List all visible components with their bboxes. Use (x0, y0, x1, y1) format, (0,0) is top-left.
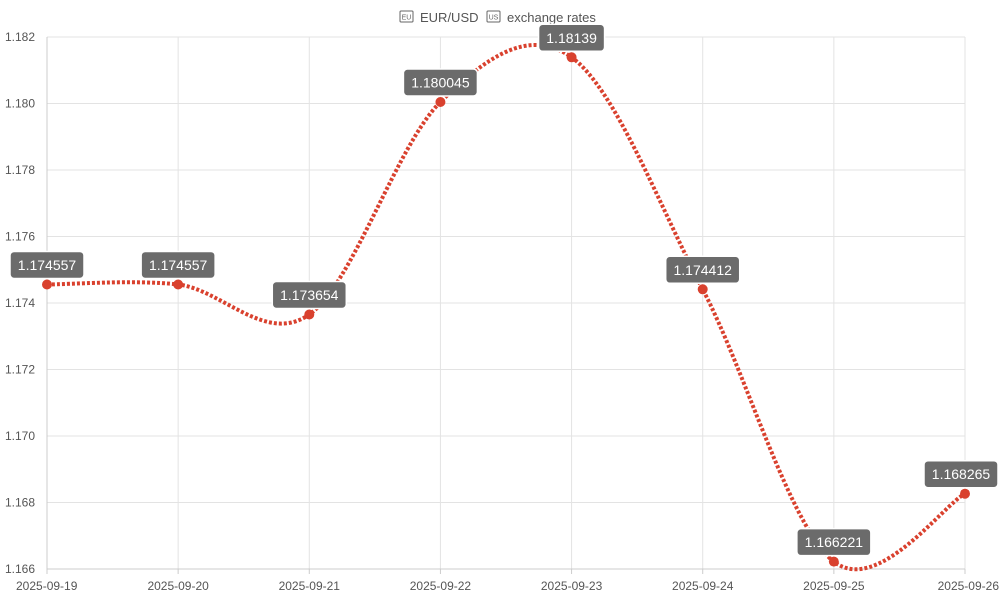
us-flag-icon: US (486, 10, 501, 23)
series-group (46, 43, 967, 572)
svg-text:US: US (489, 15, 499, 22)
data-label-box (664, 255, 741, 285)
points-group (42, 52, 970, 567)
data-label-box (796, 527, 872, 557)
data-label-box (923, 459, 999, 489)
data-label: 1.180045 (402, 68, 479, 97)
data-label-text: 1.174412 (674, 262, 733, 278)
x-tick-label: 2025-09-24 (672, 579, 734, 593)
data-label-text: 1.174557 (18, 257, 77, 273)
x-tick-label: 2025-09-23 (541, 579, 603, 593)
data-label-box (537, 23, 606, 53)
data-label: 1.168265 (923, 459, 999, 489)
data-label: 1.18139 (537, 23, 606, 53)
chart-title-suffix: exchange rates (507, 10, 596, 25)
grid (46, 36, 966, 570)
data-label-box (402, 68, 479, 97)
y-tick-label: 1.178 (5, 163, 35, 177)
x-tick-label: 2025-09-25 (803, 579, 865, 593)
chart-title-group: EU EUR/USD US exchange rates (399, 10, 596, 25)
data-point[interactable] (566, 52, 577, 63)
data-label: 1.174412 (664, 255, 741, 285)
y-tick-label: 1.166 (5, 562, 35, 576)
x-tick-label: 2025-09-26 (938, 579, 1000, 593)
data-point[interactable] (960, 488, 970, 499)
chart-title: EUR/USD (420, 10, 479, 25)
y-tick-label: 1.170 (5, 429, 35, 443)
x-tick-label: 2025-09-22 (410, 579, 472, 593)
data-label-text: 1.166221 (805, 534, 864, 550)
y-tick-label: 1.182 (5, 30, 35, 44)
y-tick-label: 1.172 (5, 363, 35, 377)
data-label: 1.173654 (271, 280, 348, 310)
data-label-text: 1.180045 (411, 75, 470, 91)
y-tick-label: 1.180 (5, 97, 35, 111)
x-tick-label: 2025-09-19 (16, 579, 78, 593)
series-line (46, 43, 967, 572)
data-label-box (271, 280, 348, 310)
data-label: 1.174557 (9, 250, 85, 280)
y-tick-label: 1.174 (5, 296, 35, 310)
axes: 1.166 1.168 1.170 1.172 1.174 1.176 1.178 1.180… (5, 30, 999, 593)
data-label-text: 1.18139 (546, 30, 597, 46)
x-tick-label: 2025-09-20 (147, 579, 209, 593)
data-point[interactable] (828, 556, 839, 567)
y-tick-label: 1.168 (5, 496, 35, 510)
data-label: 1.166221 (796, 527, 872, 557)
data-point[interactable] (42, 279, 52, 290)
data-point[interactable] (697, 284, 708, 295)
data-point[interactable] (173, 279, 184, 290)
x-tick-label: 2025-09-21 (279, 579, 341, 593)
eu-flag-icon: EU (399, 10, 414, 23)
y-tick-label: 1.176 (5, 230, 35, 244)
data-label-box (9, 250, 85, 280)
data-point[interactable] (435, 97, 446, 108)
data-label-text: 1.168265 (932, 466, 991, 482)
data-point[interactable] (304, 309, 315, 320)
svg-text:EU: EU (402, 15, 412, 22)
data-label: 1.174557 (140, 250, 216, 280)
data-labels-group: 1.174557 1.174557 1.173654 1.180045 1.18139 1… (9, 23, 999, 557)
data-label-box (140, 250, 216, 280)
data-label-text: 1.174557 (149, 257, 208, 273)
data-label-text: 1.173654 (280, 287, 339, 303)
